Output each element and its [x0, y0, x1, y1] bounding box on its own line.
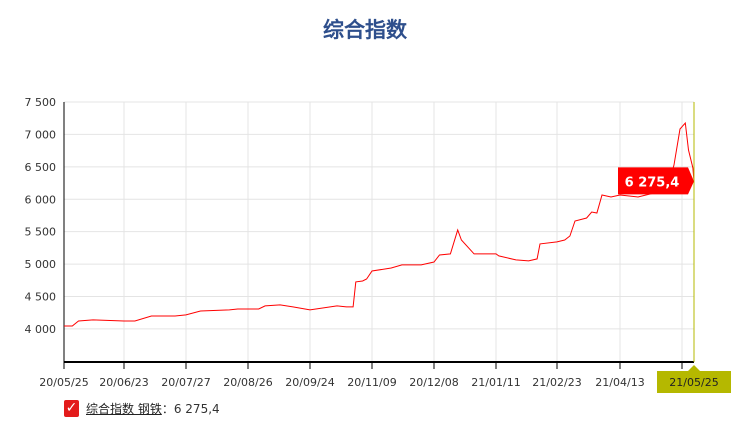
x-tick-label: 20/08/26 — [223, 376, 272, 389]
value-tooltip — [618, 167, 694, 195]
y-tick-label: 4 000 — [25, 323, 57, 336]
x-tick-label: 20/06/23 — [99, 376, 148, 389]
legend-value: 6 275,4 — [173, 401, 220, 416]
crosshair-pointer — [688, 365, 700, 371]
chart-title: 综合指数 — [323, 17, 407, 42]
series-line — [64, 121, 695, 327]
x-tick-label: 21/01/11 — [471, 376, 520, 389]
x-tick-label: 21/04/13 — [595, 376, 644, 389]
y-tick-label: 7 000 — [25, 128, 57, 141]
checkbox-checked-icon[interactable]: ✓ — [64, 400, 79, 417]
x-tick-label: 20/11/09 — [347, 376, 396, 389]
legend-separator: ： — [161, 402, 174, 416]
x-tick-label: 20/07/27 — [161, 376, 210, 389]
y-tick-label: 5 500 — [25, 226, 57, 239]
y-tick-label: 6 000 — [25, 193, 57, 206]
x-tick-label: 20/05/25 — [39, 376, 88, 389]
value-tooltip-label: 6 275,4 — [625, 175, 680, 190]
x-tick-label: 20/09/24 — [285, 376, 334, 389]
y-tick-label: 6 500 — [25, 161, 57, 174]
legend-series-label[interactable]: 综合指数 钢铁 — [86, 402, 162, 416]
y-tick-label: 5 000 — [25, 258, 57, 271]
x-tick-label: 21/02/23 — [532, 376, 581, 389]
x-tick-label: 20/12/08 — [409, 376, 458, 389]
crosshair-date-label: 21/05/25 — [669, 376, 718, 389]
y-tick-label: 4 500 — [25, 291, 57, 304]
legend-item[interactable]: ✓ 综合指数 钢铁 ： 6 275,4 — [64, 400, 220, 417]
crosshair-date-box — [657, 371, 731, 393]
y-tick-label: 7 500 — [25, 96, 57, 109]
